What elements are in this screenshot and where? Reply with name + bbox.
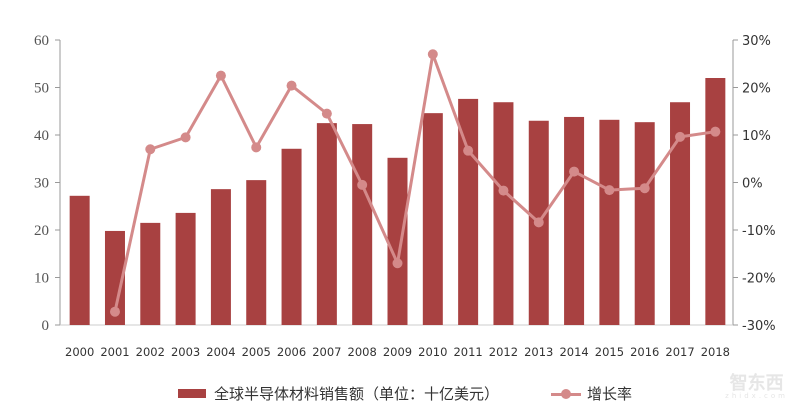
right-tick-label: 0% — [742, 177, 763, 192]
x-tick-label: 2010 — [418, 345, 447, 359]
x-tick-label: 2008 — [348, 345, 377, 359]
legend-bar-swatch — [178, 389, 206, 398]
x-tick-label: 2017 — [665, 345, 694, 359]
left-tick-label: 10 — [34, 271, 49, 287]
legend-line-label: 增长率 — [587, 385, 633, 403]
left-tick-label: 60 — [34, 33, 49, 49]
bar-2014 — [564, 116, 585, 325]
x-tick-label: 2004 — [206, 345, 235, 359]
x-tick-label: 2015 — [595, 345, 624, 359]
bar-2008 — [352, 124, 373, 325]
right-tick-label: -10% — [742, 224, 776, 239]
x-tick-label: 2005 — [242, 345, 271, 359]
left-tick-label: 40 — [34, 128, 49, 144]
growth-point-2010 — [427, 49, 438, 60]
growth-point-2011 — [463, 145, 474, 156]
x-tick-label: 2006 — [277, 345, 306, 359]
right-tick-label: -30% — [742, 319, 776, 334]
bar-2016 — [634, 122, 655, 325]
x-tick-label: 2014 — [559, 345, 588, 359]
x-tick-label: 2011 — [453, 345, 482, 359]
bar-2015 — [599, 119, 620, 325]
left-tick-label: 50 — [34, 81, 49, 97]
x-tick-label: 2000 — [65, 345, 94, 359]
growth-point-2006 — [286, 80, 297, 91]
bar-2002 — [140, 222, 161, 325]
left-tick-label: 0 — [42, 318, 50, 334]
x-tick-label: 2016 — [630, 345, 659, 359]
legend-line-swatch — [551, 387, 582, 401]
legend: 全球半导体材料销售额（单位：十亿美元） 增长率 — [178, 383, 632, 404]
bar-2004 — [210, 189, 231, 325]
x-tick-label: 2002 — [136, 345, 165, 359]
growth-point-2015 — [604, 185, 615, 196]
bar-2007 — [316, 123, 337, 325]
growth-point-2017 — [675, 131, 686, 142]
growth-point-2008 — [357, 179, 368, 190]
growth-point-2004 — [215, 70, 226, 81]
growth-point-2002 — [145, 144, 156, 155]
bar-2009 — [387, 157, 408, 325]
bar-2000 — [69, 195, 90, 325]
x-tick-label: 2003 — [171, 345, 200, 359]
growth-point-2005 — [251, 142, 262, 153]
right-tick-label: -20% — [742, 272, 776, 287]
left-tick-label: 30 — [34, 176, 49, 192]
left-tick-label: 20 — [34, 223, 49, 239]
bar-2012 — [493, 102, 514, 325]
growth-point-2001 — [109, 306, 120, 317]
x-tick-label: 2007 — [312, 345, 341, 359]
bar-2018 — [705, 78, 726, 325]
x-tick-label: 2012 — [489, 345, 518, 359]
watermark-logo: 智东西 zhidx.com — [725, 373, 788, 400]
growth-point-2009 — [392, 258, 403, 269]
growth-point-2014 — [569, 166, 580, 177]
bar-2001 — [104, 230, 125, 325]
growth-point-2018 — [710, 126, 721, 137]
x-tick-label: 2018 — [701, 345, 730, 359]
bar-2006 — [281, 148, 302, 325]
bar-2003 — [175, 212, 196, 325]
growth-point-2013 — [533, 217, 544, 228]
growth-point-2016 — [639, 183, 650, 194]
x-tick-label: 2013 — [524, 345, 553, 359]
x-tick-label: 2009 — [383, 345, 412, 359]
growth-point-2003 — [180, 132, 191, 143]
growth-line — [113, 52, 716, 313]
bar-2010 — [422, 113, 443, 326]
growth-point-2012 — [498, 185, 509, 196]
bar-2017 — [670, 102, 691, 325]
x-tick-label: 2001 — [100, 345, 129, 359]
right-tick-label: 10% — [742, 129, 771, 144]
right-tick-label: 30% — [742, 34, 771, 49]
legend-bar-label: 全球半导体材料销售额（单位：十亿美元） — [214, 385, 500, 403]
right-tick-label: 20% — [742, 82, 771, 97]
bar-2005 — [246, 180, 267, 325]
growth-point-2007 — [321, 108, 332, 119]
